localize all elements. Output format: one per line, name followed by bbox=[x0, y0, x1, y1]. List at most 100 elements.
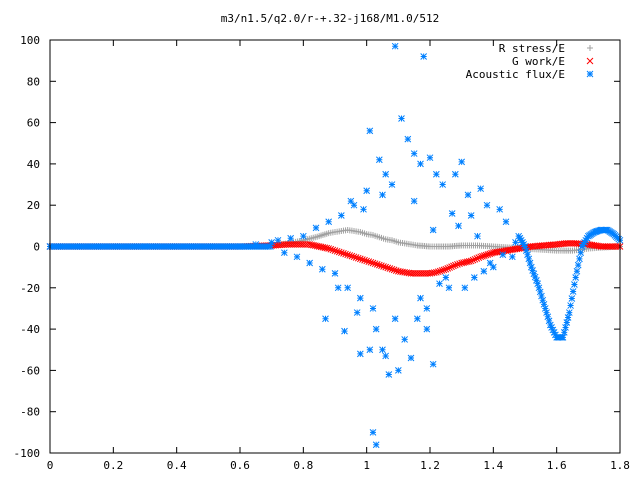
data-point bbox=[606, 243, 614, 250]
data-point bbox=[442, 265, 450, 273]
data-point bbox=[520, 241, 528, 248]
data-point bbox=[516, 234, 524, 242]
data-point bbox=[359, 256, 366, 263]
data-point bbox=[404, 135, 412, 143]
data-point bbox=[581, 239, 588, 246]
data-point bbox=[296, 241, 303, 248]
y-tick-label: 20 bbox=[27, 199, 40, 212]
data-point bbox=[568, 240, 576, 247]
y-tick-label: 80 bbox=[27, 75, 40, 88]
data-point bbox=[559, 240, 566, 248]
data-point bbox=[388, 181, 396, 188]
data-point bbox=[448, 263, 455, 271]
data-point bbox=[567, 302, 574, 309]
y-tick-label: -100 bbox=[14, 447, 41, 460]
data-point bbox=[378, 262, 385, 270]
data-point bbox=[602, 226, 610, 234]
data-point bbox=[423, 325, 431, 333]
data-point bbox=[373, 261, 381, 268]
data-point bbox=[525, 255, 533, 263]
data-point bbox=[382, 352, 390, 360]
data-point bbox=[409, 269, 417, 277]
data-point bbox=[549, 241, 557, 249]
data-point bbox=[536, 288, 544, 296]
data-point bbox=[420, 53, 428, 60]
plot-frame bbox=[49, 39, 621, 454]
data-point bbox=[391, 42, 399, 50]
data-point bbox=[479, 252, 486, 260]
data-point bbox=[550, 329, 558, 336]
data-point bbox=[533, 277, 540, 284]
data-point bbox=[397, 268, 404, 275]
data-point bbox=[390, 266, 398, 274]
data-point bbox=[382, 170, 390, 178]
data-point bbox=[386, 236, 393, 243]
data-point bbox=[321, 244, 329, 252]
data-point bbox=[365, 258, 373, 265]
data-point bbox=[350, 253, 358, 261]
data-point bbox=[508, 253, 516, 261]
data-point bbox=[473, 255, 481, 262]
y-tick-label: 0 bbox=[33, 241, 40, 254]
series-2 bbox=[46, 42, 624, 449]
data-point bbox=[451, 261, 459, 269]
data-point bbox=[484, 251, 492, 258]
data-point bbox=[366, 346, 374, 354]
data-point bbox=[577, 249, 585, 257]
data-point bbox=[438, 267, 446, 274]
data-point bbox=[470, 274, 478, 281]
data-point bbox=[565, 309, 573, 316]
data-point bbox=[517, 236, 525, 244]
x-tick-label: 1.2 bbox=[420, 459, 440, 472]
data-point bbox=[380, 235, 387, 242]
data-point bbox=[399, 240, 406, 247]
x-tick-label: 1.4 bbox=[483, 459, 503, 472]
data-point bbox=[355, 228, 362, 235]
data-point bbox=[534, 280, 542, 288]
data-point bbox=[333, 247, 341, 255]
data-point bbox=[386, 265, 394, 272]
data-point bbox=[314, 233, 321, 240]
data-point bbox=[407, 354, 415, 362]
data-point bbox=[299, 232, 307, 240]
data-point bbox=[363, 187, 371, 195]
data-point bbox=[461, 284, 469, 292]
data-point bbox=[405, 241, 412, 248]
data-point bbox=[465, 258, 473, 265]
data-point bbox=[486, 250, 494, 258]
data-point bbox=[573, 267, 581, 275]
data-point bbox=[612, 243, 620, 250]
data-point bbox=[471, 255, 479, 263]
data-point bbox=[367, 231, 374, 238]
data-point bbox=[413, 315, 421, 323]
data-point bbox=[496, 205, 504, 213]
data-point bbox=[369, 305, 377, 312]
data-point bbox=[440, 266, 448, 274]
data-point bbox=[511, 245, 519, 253]
data-point bbox=[483, 201, 491, 209]
legend-marker bbox=[586, 70, 594, 78]
data-point bbox=[392, 267, 400, 274]
data-point bbox=[369, 428, 377, 436]
data-point bbox=[579, 241, 587, 248]
data-point bbox=[331, 247, 339, 254]
data-point bbox=[558, 334, 566, 341]
data-point bbox=[541, 305, 549, 312]
data-point bbox=[574, 261, 582, 269]
data-point bbox=[464, 191, 472, 199]
data-point bbox=[336, 228, 343, 235]
data-point bbox=[344, 251, 352, 259]
data-point bbox=[361, 230, 368, 237]
data-point bbox=[356, 350, 364, 358]
data-point bbox=[331, 269, 339, 277]
legend-label: G work/E bbox=[512, 55, 565, 68]
data-point bbox=[403, 269, 411, 277]
data-point bbox=[543, 309, 550, 316]
data-point bbox=[429, 360, 437, 368]
data-point bbox=[537, 242, 544, 250]
data-point bbox=[531, 273, 539, 281]
data-point bbox=[436, 280, 443, 288]
data-point bbox=[549, 326, 557, 334]
x-tick-label: 0 bbox=[47, 459, 54, 472]
data-point bbox=[515, 232, 523, 240]
